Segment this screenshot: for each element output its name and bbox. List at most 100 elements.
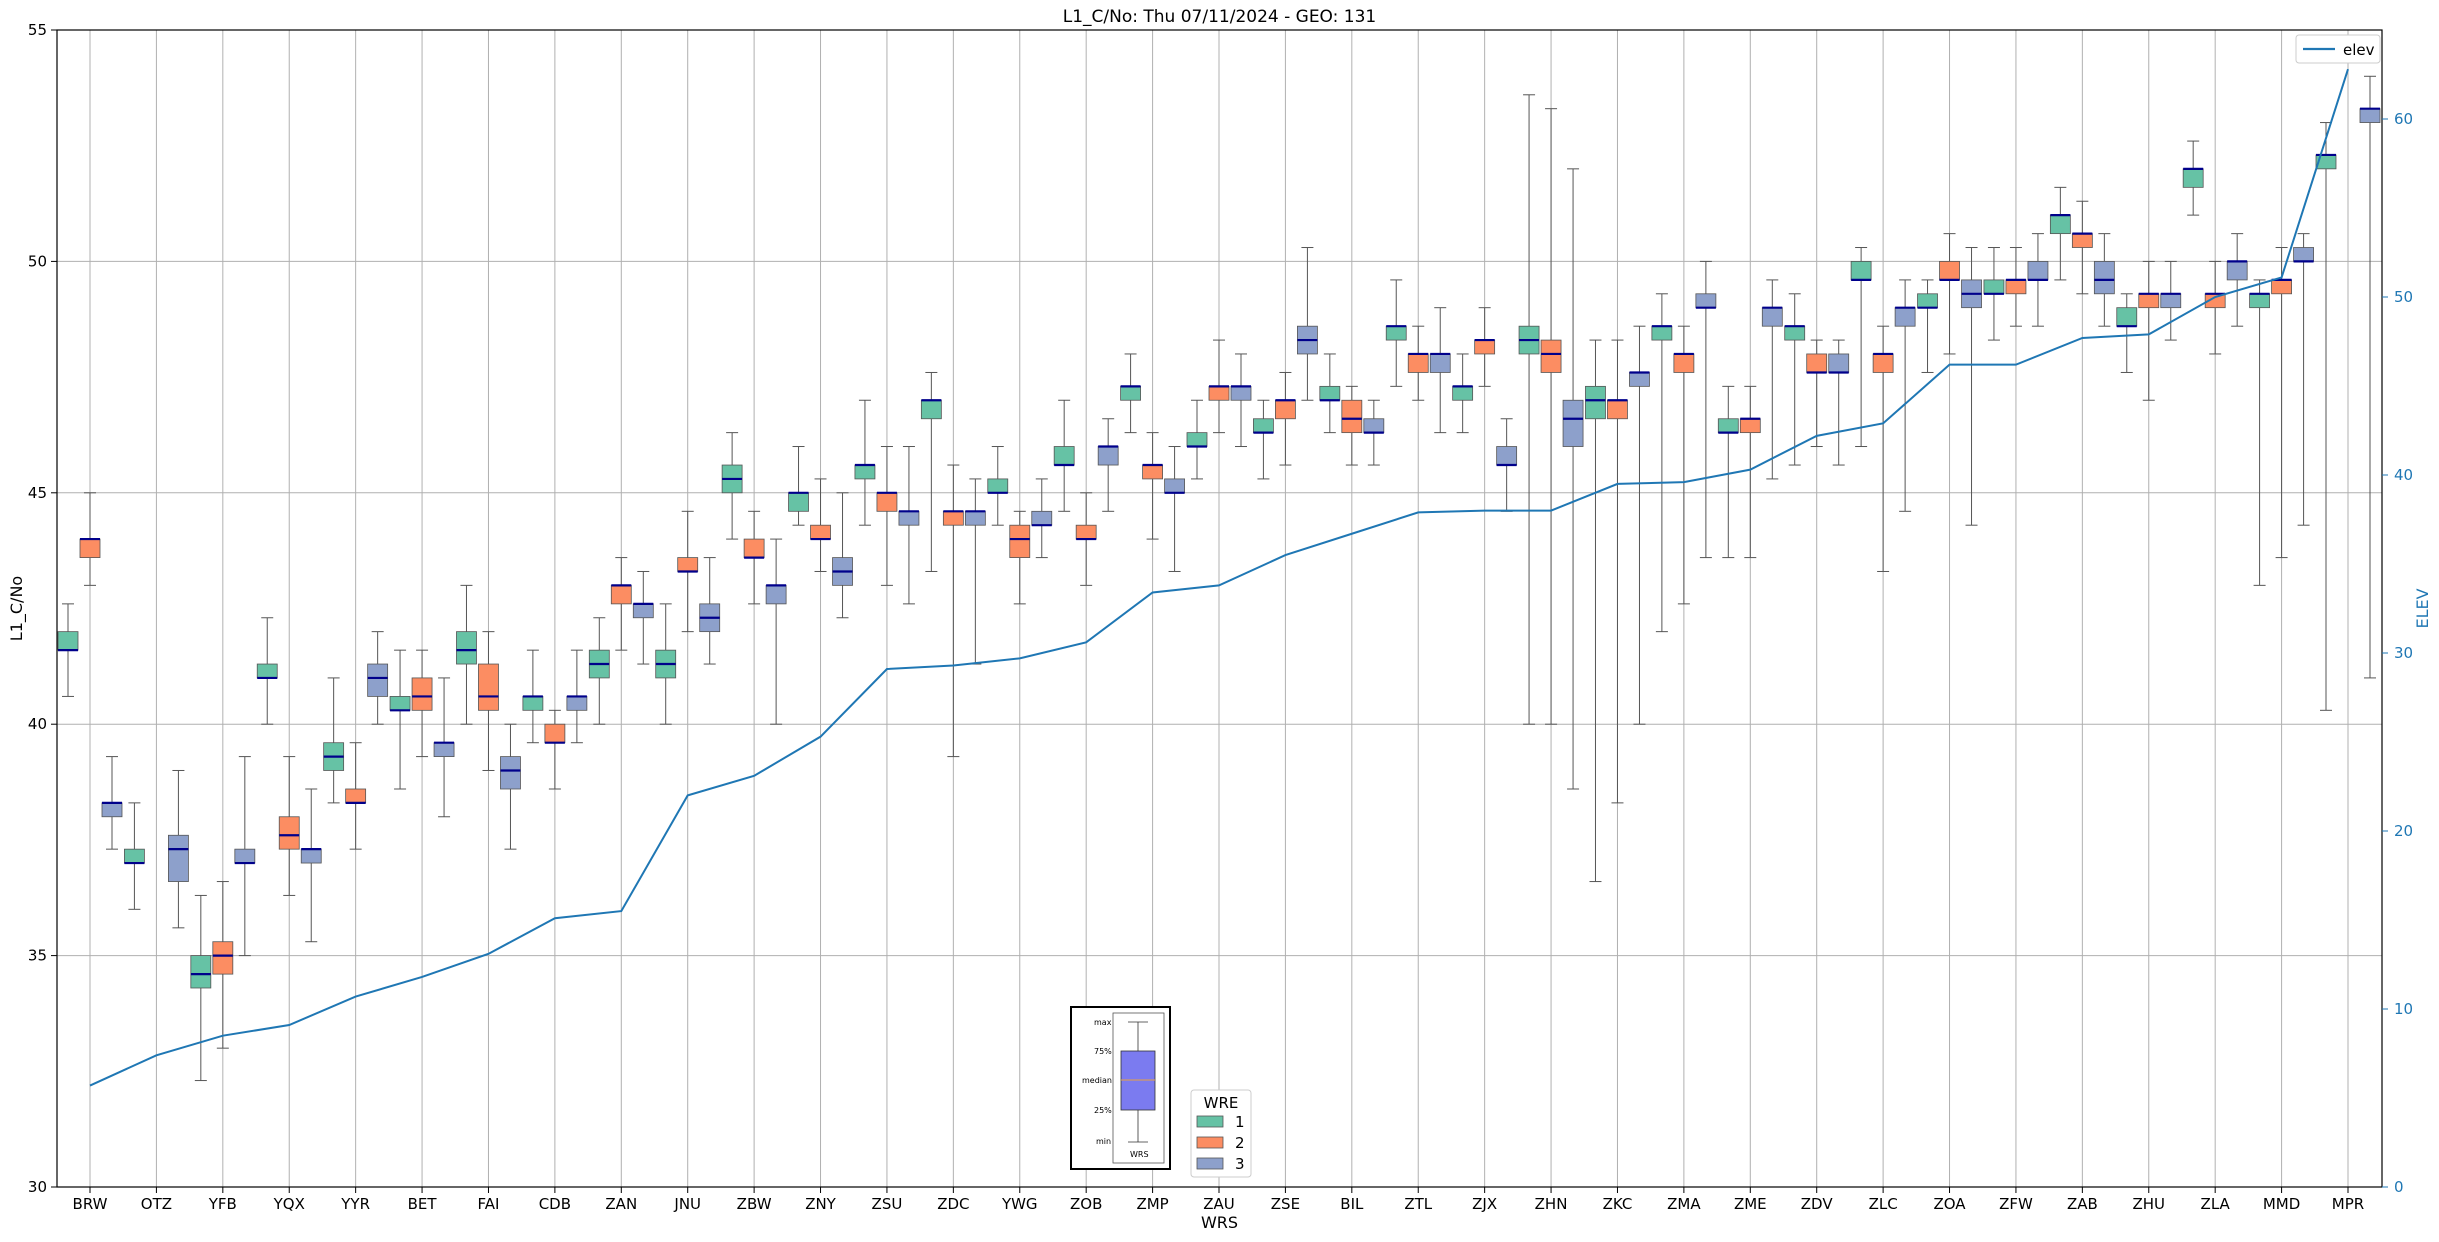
wre-legend-frame (1190, 1089, 1252, 1178)
box-body (1695, 293, 1717, 309)
box-1-ZAB (2049, 186, 2071, 281)
box-1-ZNY (788, 446, 809, 526)
y-tick-label: 45 (28, 484, 47, 502)
box-body (1120, 385, 1141, 401)
box-1-ZSU (854, 399, 876, 526)
box-key-label-min: min (1096, 1137, 1111, 1146)
box-body (2049, 214, 2071, 235)
x-tick-label: ZDV (1801, 1195, 1834, 1213)
y2-tick-label: 10 (2394, 1000, 2413, 1018)
box-body (1540, 339, 1562, 373)
x-tick-label: ZLC (1869, 1195, 1898, 1213)
box-body (920, 399, 942, 420)
axes: 30 35 40 45 50 55 0 10 20 30 40 50 60 BRW OTZ YFB YQX YYR… (28, 21, 2413, 1213)
box-3-OTZ (168, 769, 189, 929)
box-2-BIL (1341, 385, 1363, 466)
box-3-BIL (1363, 399, 1385, 466)
y2-tick-label: 40 (2394, 466, 2413, 484)
box-body (1208, 385, 1230, 401)
box-2-ZAB (2071, 200, 2093, 295)
box-3-ZAB (2093, 233, 2115, 327)
box-body (1164, 478, 1185, 494)
box-1-BIL (1319, 353, 1341, 434)
box-body (1474, 339, 1496, 355)
box-3-CDB (566, 649, 588, 744)
box-body (1097, 446, 1119, 466)
box-3-ZMA (1695, 260, 1717, 559)
box-body (854, 464, 876, 480)
box-body (1562, 399, 1584, 447)
box-3-ZTL (1429, 307, 1451, 434)
box-body (2226, 260, 2248, 281)
box-body (345, 788, 367, 804)
box-2-JNU (677, 510, 699, 633)
y-tick-label: 35 (28, 947, 47, 965)
box-body (1496, 446, 1518, 466)
box-body (942, 510, 964, 526)
wre-legend-swatch-3 (1196, 1157, 1224, 1170)
x-tick-label: YQX (273, 1195, 305, 1213)
wre-legend: WRE 1 2 3 (1190, 1089, 1252, 1178)
x-tick-label: ZME (1734, 1195, 1767, 1213)
x-tick-label: ZAU (1203, 1195, 1235, 1213)
box-1-ZBW (721, 432, 743, 540)
x-tick-label: ZHN (1535, 1195, 1568, 1213)
box-1-ZHU (2116, 293, 2138, 373)
elevation-line-layer (89, 68, 2349, 1087)
box-body (743, 538, 765, 558)
box-body (876, 492, 898, 512)
box-body (2160, 293, 2182, 309)
box-body (544, 723, 566, 744)
box-1-OTZ (124, 802, 145, 910)
box-body (632, 603, 654, 619)
box-body (788, 492, 809, 512)
box-body (1894, 307, 1916, 327)
box-body (1651, 325, 1673, 341)
x-tick-label: ZNY (805, 1195, 836, 1213)
box-3-ZLC (1894, 279, 1916, 512)
box-body (1784, 325, 1806, 341)
box-1-ZDC (920, 371, 942, 572)
x-axis-title: WRS (1201, 1213, 1238, 1232)
box-body (1872, 353, 1894, 373)
box-body (1186, 432, 1208, 447)
x-tick-label: BET (408, 1195, 438, 1213)
box-2-ZFW (2005, 247, 2027, 327)
box-body (478, 663, 499, 711)
box-1-ZSE (1253, 399, 1274, 480)
box-2-ZSU (876, 446, 898, 586)
box-body (1739, 418, 1761, 434)
box-body (168, 834, 189, 882)
x-tick-label: ZBW (737, 1195, 772, 1213)
x-tick-label: ZOB (1070, 1195, 1102, 1213)
x-tick-label: ZOA (1933, 1195, 1966, 1213)
box-1-ZMA (1651, 293, 1673, 633)
box-3-ZSE (1297, 247, 1318, 401)
box-body (1363, 418, 1385, 434)
box-body (212, 941, 234, 975)
box-body (2182, 168, 2204, 188)
box-2-ZOA (1939, 233, 1960, 355)
box-body (1607, 399, 1628, 420)
box-1-YQX (256, 617, 278, 725)
x-tick-label: BIL (1340, 1195, 1364, 1213)
box-1-ZOA (1917, 279, 1938, 373)
box-body (2293, 247, 2314, 262)
box-2-YQX (278, 756, 300, 896)
box-2-ZBW (743, 510, 765, 605)
box-1-YWG (987, 446, 1009, 526)
series-3-boxes (101, 75, 2381, 957)
box-2-ZDV (1806, 339, 1828, 448)
box-1-ZMP (1120, 353, 1141, 434)
x-tick-label: ZMA (1667, 1195, 1701, 1213)
box-3-FAI (500, 723, 521, 850)
x-tick-label: MMD (2263, 1195, 2300, 1213)
box-body (610, 584, 632, 605)
box-3-BET (433, 677, 455, 818)
elev-legend-frame (2295, 34, 2381, 64)
box-body (411, 677, 433, 711)
box-body (1253, 418, 1274, 434)
box-body (1142, 464, 1163, 480)
